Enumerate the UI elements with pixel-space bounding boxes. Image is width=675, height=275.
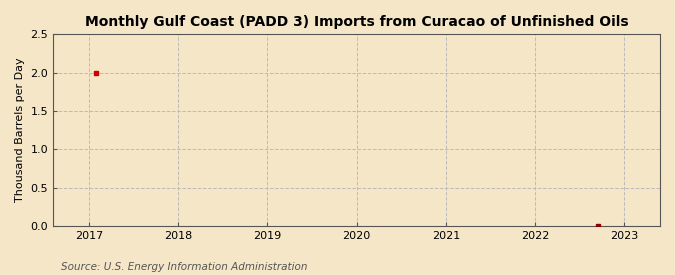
Text: Source: U.S. Energy Information Administration: Source: U.S. Energy Information Administ… xyxy=(61,262,307,272)
Y-axis label: Thousand Barrels per Day: Thousand Barrels per Day xyxy=(15,58,25,202)
Title: Monthly Gulf Coast (PADD 3) Imports from Curacao of Unfinished Oils: Monthly Gulf Coast (PADD 3) Imports from… xyxy=(85,15,628,29)
